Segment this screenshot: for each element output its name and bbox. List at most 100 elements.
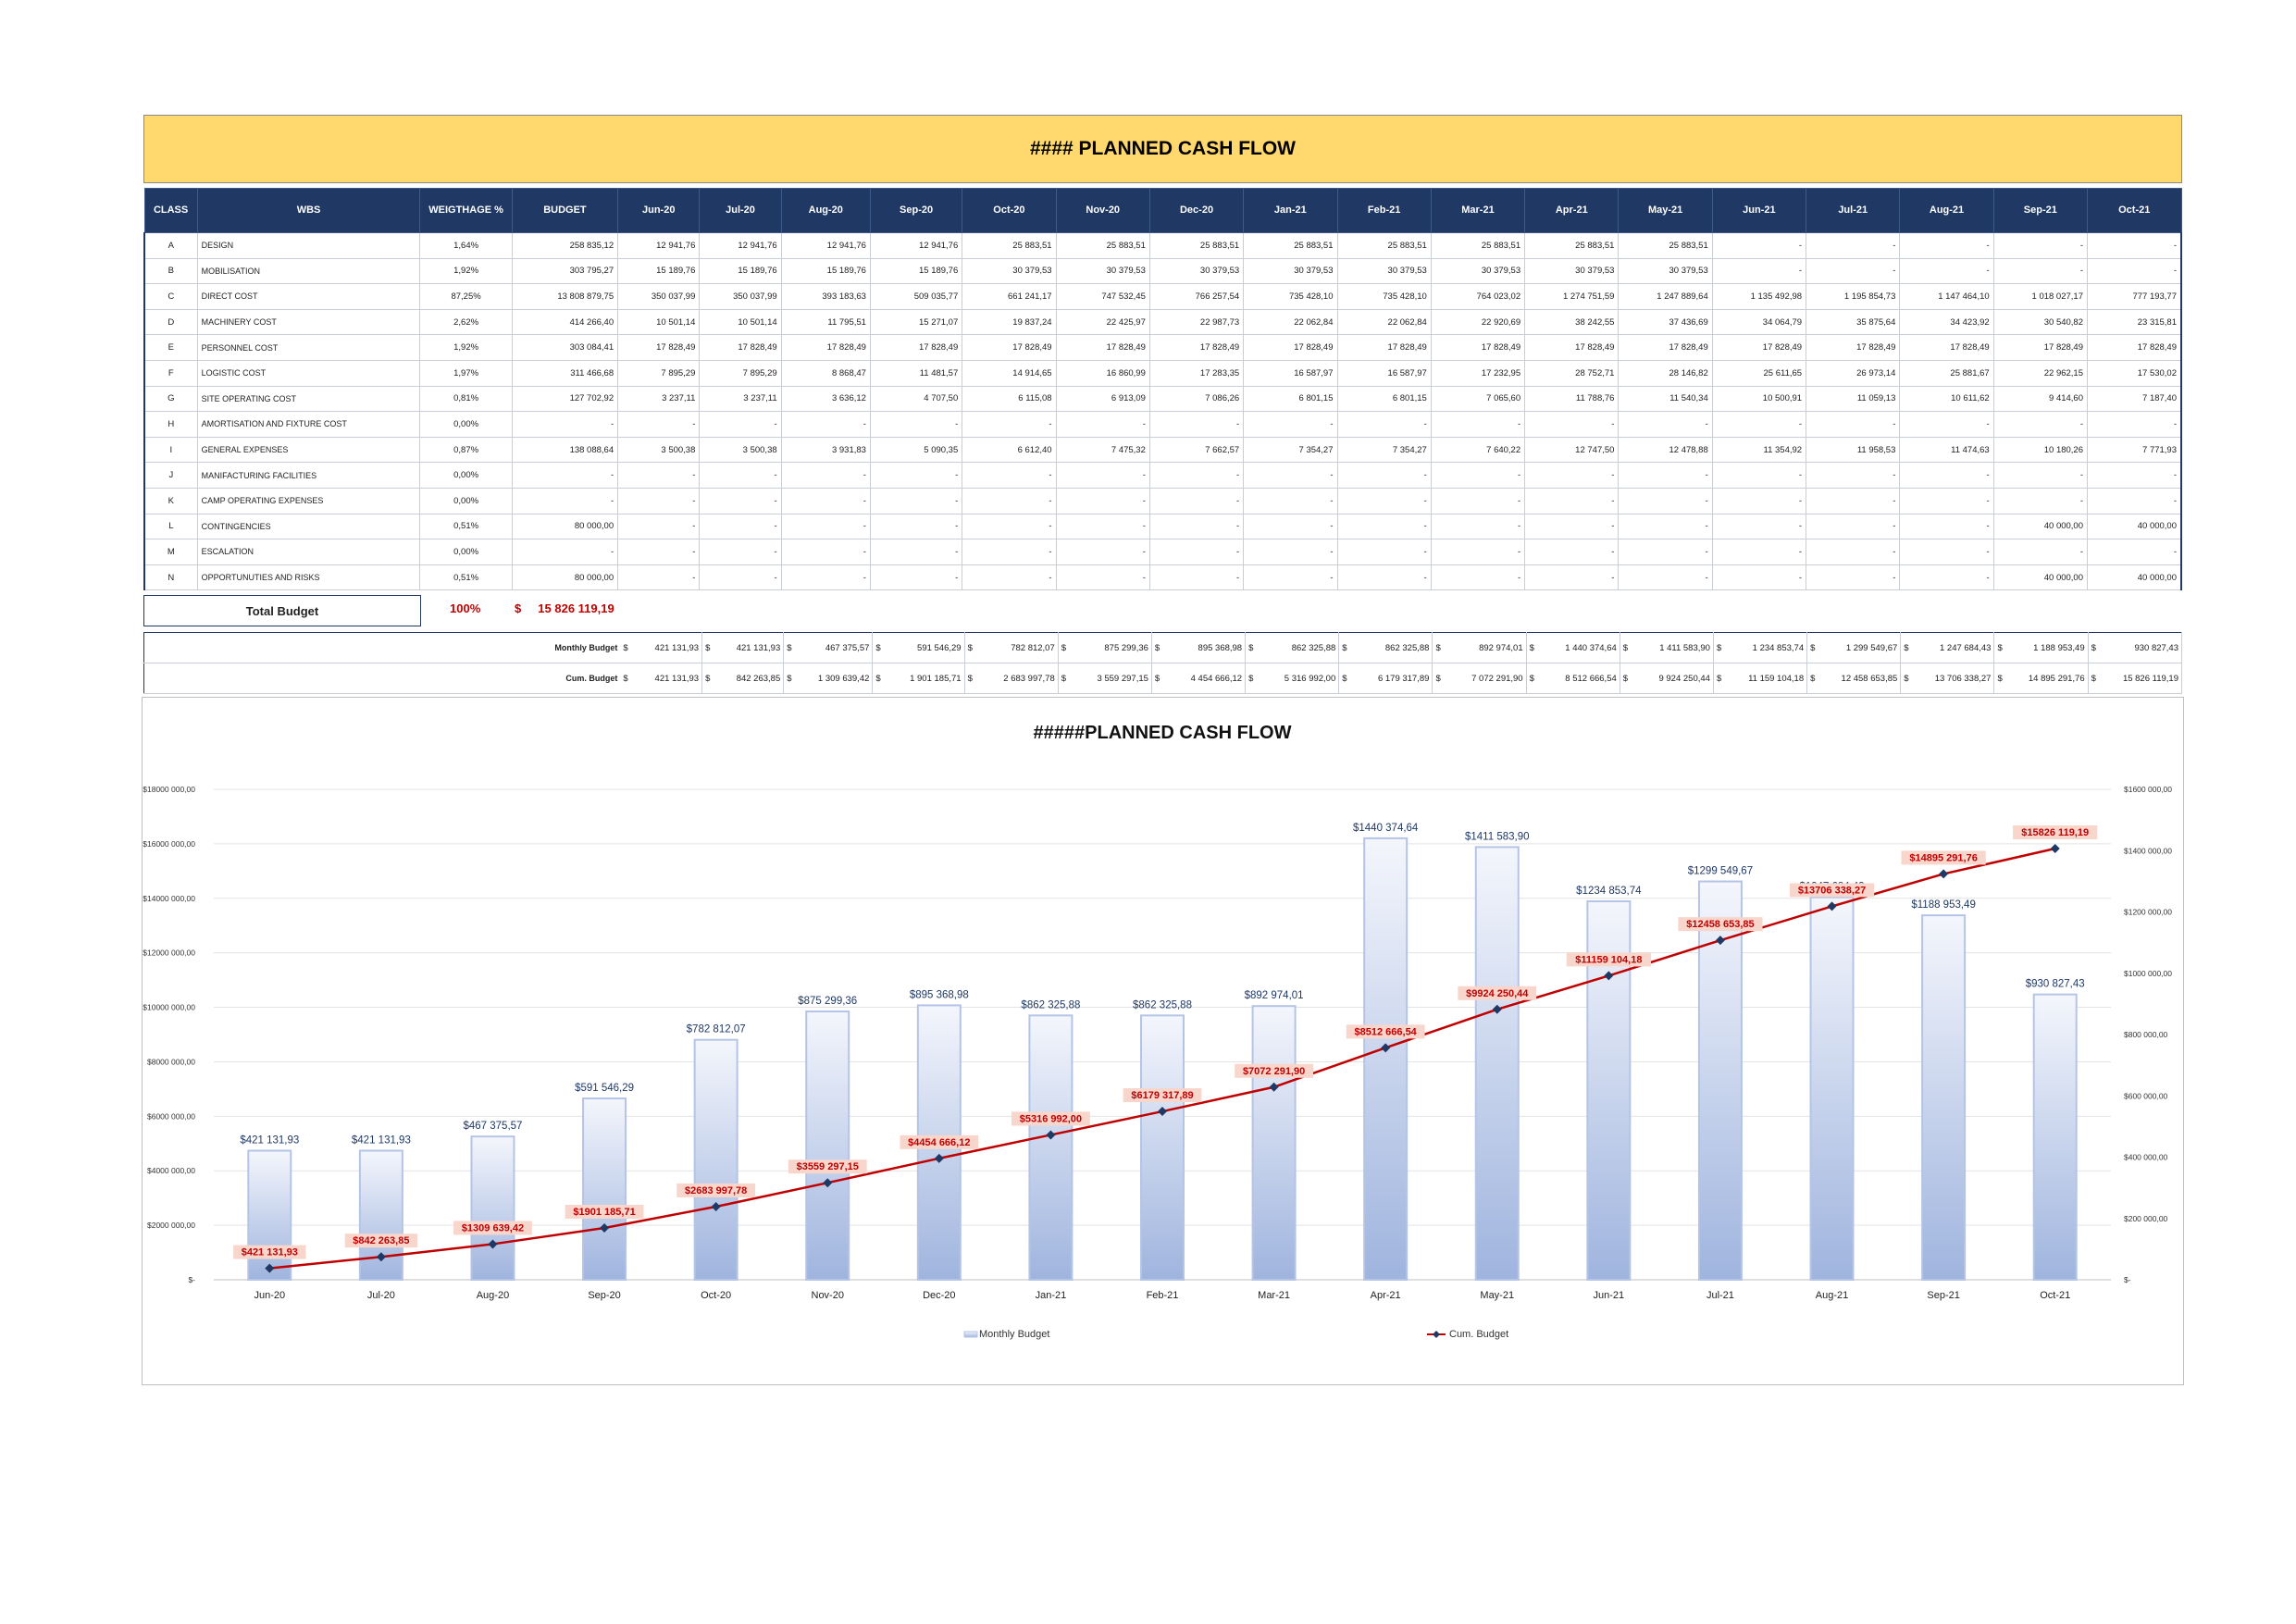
row-month-value: 19 837,24 [962, 308, 1057, 336]
row-month-value: 14 914,65 [962, 359, 1057, 387]
row-month-value: 38 242,55 [1524, 308, 1620, 336]
header-month: Mar-21 [1430, 188, 1526, 233]
row-month-value: - [699, 487, 782, 514]
row-month-value: 17 828,49 [1711, 334, 1807, 361]
row-month-value: 747 532,45 [1055, 283, 1150, 310]
cumulative-label-bg [1901, 850, 1986, 865]
row-month-value: 6 913,09 [1055, 385, 1150, 413]
monthly-budget-bar [1474, 846, 1520, 1281]
currency-symbol: $ [875, 673, 881, 684]
row-month-value: - [1430, 411, 1526, 438]
currency-symbol: $ [1622, 673, 1629, 684]
row-month-value: 7 065,60 [1430, 385, 1526, 413]
row-month-value: 17 283,35 [1148, 359, 1245, 387]
row-month-value: - [1899, 487, 1994, 514]
row-month-value: 17 828,49 [1618, 334, 1713, 361]
row-month-value: 350 037,99 [699, 283, 782, 310]
row-month-value: 7 895,29 [617, 359, 701, 387]
row-weightage: 0,81% [419, 385, 513, 413]
total-budget-amount: $ 15 826 119,19 [515, 601, 614, 615]
header-month: Jul-21 [1806, 188, 1901, 233]
cumulative-budget-marker [1492, 1004, 1502, 1014]
row-month-value: - [962, 411, 1057, 438]
row-month-value: - [780, 462, 871, 489]
summary-value: 9 924 250,44 [1658, 673, 1710, 684]
row-month-value: - [1336, 513, 1432, 540]
row-month-value: 11 059,13 [1806, 385, 1901, 413]
cumulative-budget-label: $12458 653,85 [1686, 919, 1754, 930]
row-month-value: - [1524, 564, 1620, 591]
monthly-budget-label: $862 325,88 [1021, 999, 1080, 1010]
row-month-value: 12 941,76 [617, 232, 701, 259]
cumulative-label-bg [788, 1159, 867, 1174]
row-month-value: 4 707,50 [869, 385, 963, 413]
row-month-value: - [869, 411, 963, 438]
y-left-tick-label: $16000 000,00 [143, 839, 195, 849]
row-month-value: 6 115,08 [962, 385, 1057, 413]
monthly-budget-row: Monthly Budget $421 131,93 $421 131,93 $467… [143, 632, 2183, 663]
cumulative-budget-label: $15826 119,19 [2021, 827, 2089, 838]
summary-value: 930 827,43 [2134, 642, 2178, 653]
x-tick-label: Jul-21 [1706, 1290, 1734, 1301]
currency-symbol: $ [1904, 673, 1909, 684]
cumulative-budget-marker [600, 1223, 610, 1233]
cumulative-label-bg [1346, 1024, 1425, 1039]
cumulative-budget-label: $14895 291,76 [1909, 852, 1977, 863]
row-wbs: CONTINGENCIES [196, 513, 421, 540]
currency-symbol: $ [705, 673, 711, 684]
row-weightage: 1,92% [419, 257, 513, 285]
row-budget: 258 835,12 [511, 232, 619, 259]
row-month-value: - [962, 539, 1057, 565]
row-month-value: 17 828,49 [1055, 334, 1150, 361]
row-month-value: - [1524, 539, 1620, 565]
row-budget: 127 702,92 [511, 385, 619, 413]
monthly-budget-bar [1363, 837, 1409, 1281]
total-budget-label: Total Budget [143, 595, 421, 626]
row-class: M [143, 539, 198, 565]
summary-value: 1 901 185,71 [910, 673, 962, 684]
row-month-value: 6 801,15 [1243, 385, 1338, 413]
row-month-value: 15 189,76 [617, 257, 701, 285]
row-month-value: 12 941,76 [869, 232, 963, 259]
row-budget: 138 088,64 [511, 436, 619, 464]
row-month-value: - [2087, 539, 2182, 565]
summary-label: Monthly Budget [143, 632, 621, 663]
row-month-value: - [1711, 564, 1807, 591]
row-month-value: 37 436,69 [1618, 308, 1713, 336]
summary-value: 3 559 297,15 [1097, 673, 1148, 684]
row-month-value: - [1055, 564, 1150, 591]
cumulative-budget-label: $1901 185,71 [573, 1207, 635, 1218]
row-wbs: GENERAL EXPENSES [196, 436, 421, 464]
legend-cumulative-marker [1433, 1331, 1440, 1338]
summary-cell: $2 683 997,78 [964, 663, 1059, 694]
summary-cell: $1 247 684,43 [1900, 632, 1995, 663]
monthly-budget-bar [1697, 880, 1743, 1281]
table-row: H AMORTISATION AND FIXTURE COST 0,00% - - - - -… [143, 411, 2182, 438]
row-month-value: 17 828,49 [780, 334, 871, 361]
currency-symbol: $ [1997, 673, 2003, 684]
monthly-budget-bar [1028, 1014, 1074, 1281]
header-month: Oct-20 [962, 188, 1057, 233]
row-month-value: 22 920,69 [1430, 308, 1526, 336]
legend-monthly-label: Monthly Budget [979, 1329, 1049, 1340]
cumulative-budget-label: $8512 666,54 [1355, 1026, 1418, 1037]
row-class: N [143, 564, 198, 591]
row-month-value: - [1992, 257, 2089, 285]
row-month-value: - [1992, 487, 2089, 514]
row-month-value: - [1899, 411, 1994, 438]
header-month: Aug-21 [1899, 188, 1994, 233]
row-month-value: 25 883,51 [1055, 232, 1150, 259]
currency-symbol: $ [967, 642, 973, 653]
row-month-value: - [780, 411, 871, 438]
cumulative-label-bg [900, 1134, 979, 1149]
row-class: E [143, 334, 198, 361]
row-month-value: 7 640,22 [1430, 436, 1526, 464]
row-month-value: - [1524, 487, 1620, 514]
row-month-value: 16 587,97 [1243, 359, 1338, 387]
row-month-value: 23 315,81 [2087, 308, 2182, 336]
row-month-value: 10 611,62 [1899, 385, 1994, 413]
y-left-tick-label: $2000 000,00 [147, 1221, 195, 1230]
header-month: Sep-21 [1992, 188, 2089, 233]
cumulative-budget-marker [934, 1153, 944, 1163]
row-month-value: 15 189,76 [869, 257, 963, 285]
